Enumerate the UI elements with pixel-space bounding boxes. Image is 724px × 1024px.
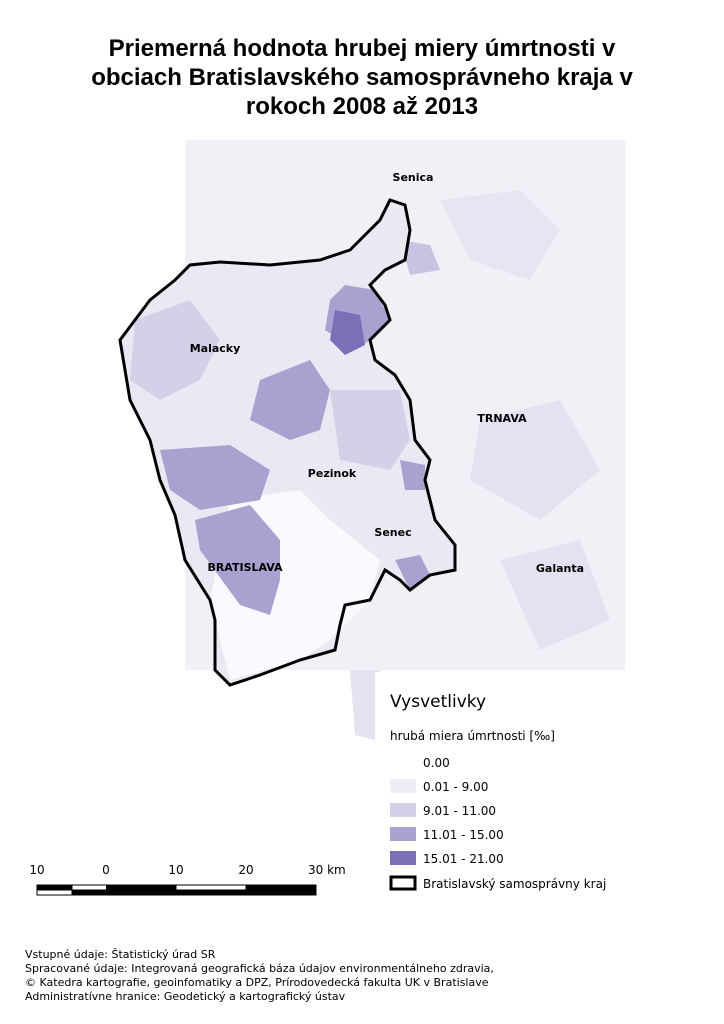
municipality bbox=[330, 310, 365, 355]
place-label: Galanta bbox=[536, 562, 584, 575]
footer-line: Vstupné údaje: Štatistický úrad SR bbox=[25, 948, 216, 961]
legend-subtitle: hrubá miera úmrtnosti [‰] bbox=[390, 729, 555, 743]
background-region bbox=[350, 670, 380, 740]
map bbox=[118, 140, 625, 740]
region-boundary bbox=[118, 198, 457, 687]
title-line: rokoch 2008 až 2013 bbox=[246, 93, 478, 120]
municipality bbox=[400, 460, 425, 490]
scale-label: 0 bbox=[102, 863, 110, 877]
legend-label: 0.00 bbox=[423, 756, 450, 770]
scale-label: 10 bbox=[29, 863, 44, 877]
municipality bbox=[130, 300, 220, 400]
municipality bbox=[440, 190, 560, 280]
municipality bbox=[330, 390, 410, 470]
legend-box bbox=[375, 672, 625, 907]
legend-swatch bbox=[390, 779, 416, 793]
legend-label: 11.01 - 15.00 bbox=[423, 828, 504, 842]
scale-bar bbox=[36, 884, 317, 896]
place-label: Pezinok bbox=[308, 467, 357, 480]
municipality bbox=[250, 360, 330, 440]
municipality bbox=[400, 240, 440, 275]
footer-line: © Katedra kartografie, geoinfomatiky a D… bbox=[25, 976, 489, 989]
place-label: TRNAVA bbox=[477, 412, 527, 425]
legend-swatch bbox=[390, 827, 416, 841]
municipality bbox=[500, 540, 610, 650]
legend-swatch bbox=[390, 851, 416, 865]
place-label: BRATISLAVA bbox=[207, 561, 283, 574]
municipality bbox=[470, 400, 600, 520]
scale-label: 20 bbox=[238, 863, 253, 877]
place-label: Senec bbox=[374, 526, 411, 539]
footer-line: Administratívne hranice: Geodetický a ka… bbox=[25, 990, 346, 1003]
legend-title: Vysvetlivky bbox=[390, 692, 486, 712]
legend-label: Bratislavský samosprávny kraj bbox=[423, 877, 606, 891]
legend-label: 9.01 - 11.00 bbox=[423, 804, 496, 818]
scale-label: 30 km bbox=[308, 863, 346, 877]
place-label: Malacky bbox=[190, 342, 241, 355]
title-line: Priemerná hodnota hrubej miery úmrtnosti… bbox=[109, 35, 616, 62]
footer-line: Spracované údaje: Integrovaná geografick… bbox=[25, 962, 494, 975]
scale-label: 10 bbox=[168, 863, 183, 877]
legend-swatch bbox=[390, 803, 416, 817]
legend-label: 0.01 - 9.00 bbox=[423, 780, 488, 794]
place-label: Senica bbox=[393, 171, 434, 184]
legend-label: 15.01 - 21.00 bbox=[423, 852, 504, 866]
legend-swatch bbox=[389, 875, 417, 891]
legend-swatch bbox=[390, 755, 416, 769]
title-line: obciach Bratislavského samosprávneho kra… bbox=[91, 64, 633, 91]
municipality bbox=[160, 445, 270, 510]
municipality bbox=[195, 505, 280, 615]
